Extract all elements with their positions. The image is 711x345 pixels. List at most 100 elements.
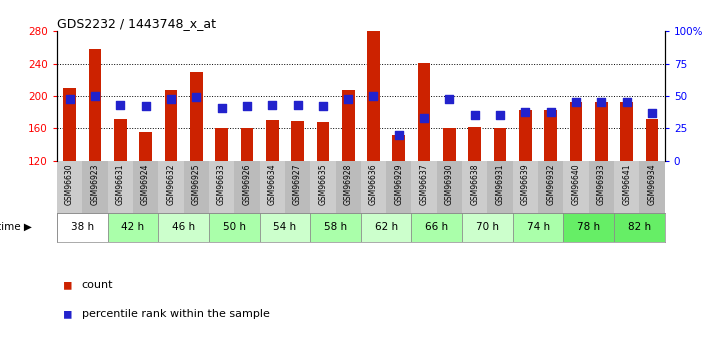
- Text: percentile rank within the sample: percentile rank within the sample: [82, 309, 269, 319]
- Point: [292, 102, 303, 108]
- Bar: [570, 102, 582, 161]
- Point: [140, 104, 151, 109]
- Bar: [159, 213, 209, 242]
- Bar: [63, 88, 76, 161]
- Text: GSM96637: GSM96637: [419, 164, 429, 205]
- Bar: [190, 72, 203, 161]
- Text: 54 h: 54 h: [273, 222, 296, 232]
- Bar: [107, 161, 133, 213]
- Bar: [260, 161, 285, 213]
- Bar: [336, 161, 361, 213]
- Bar: [513, 213, 564, 242]
- Point: [469, 113, 481, 118]
- Bar: [646, 119, 658, 161]
- Bar: [589, 161, 614, 213]
- Text: GSM96639: GSM96639: [521, 164, 530, 205]
- Text: 78 h: 78 h: [577, 222, 600, 232]
- Bar: [139, 132, 152, 161]
- Bar: [215, 128, 228, 161]
- Text: ■: ■: [64, 278, 79, 291]
- Bar: [361, 161, 386, 213]
- Bar: [266, 120, 279, 161]
- Text: GSM96932: GSM96932: [546, 164, 555, 205]
- Bar: [292, 121, 304, 161]
- Bar: [107, 213, 159, 242]
- Text: 42 h: 42 h: [122, 222, 144, 232]
- Bar: [639, 161, 665, 213]
- Bar: [621, 102, 633, 161]
- Bar: [342, 89, 355, 161]
- Bar: [361, 213, 412, 242]
- Text: count: count: [82, 280, 113, 289]
- Bar: [285, 161, 310, 213]
- Bar: [595, 102, 608, 161]
- Text: time ▶: time ▶: [0, 222, 31, 232]
- Bar: [89, 49, 101, 161]
- Point: [343, 96, 354, 101]
- Bar: [614, 213, 665, 242]
- Point: [317, 104, 328, 109]
- Point: [114, 102, 126, 108]
- Bar: [164, 90, 177, 161]
- Point: [368, 93, 379, 99]
- Text: 38 h: 38 h: [70, 222, 94, 232]
- Bar: [316, 122, 329, 161]
- Text: GSM96927: GSM96927: [293, 164, 302, 205]
- Text: 58 h: 58 h: [324, 222, 347, 232]
- Text: GSM96929: GSM96929: [395, 164, 403, 205]
- Bar: [57, 161, 82, 213]
- Text: GSM96640: GSM96640: [572, 164, 581, 205]
- Text: 74 h: 74 h: [527, 222, 550, 232]
- Text: 62 h: 62 h: [375, 222, 397, 232]
- Point: [191, 95, 202, 100]
- Text: GSM96934: GSM96934: [648, 164, 657, 205]
- Text: GSM96632: GSM96632: [166, 164, 176, 205]
- Text: GSM96931: GSM96931: [496, 164, 505, 205]
- Point: [64, 96, 75, 101]
- Text: GSM96926: GSM96926: [242, 164, 252, 205]
- Text: GSM96630: GSM96630: [65, 164, 74, 205]
- Bar: [418, 63, 430, 161]
- Bar: [82, 161, 107, 213]
- Bar: [538, 161, 564, 213]
- Point: [393, 132, 405, 138]
- Bar: [310, 161, 336, 213]
- Text: ■: ■: [64, 307, 79, 321]
- Text: GSM96638: GSM96638: [470, 164, 479, 205]
- Bar: [519, 110, 532, 161]
- Text: GSM96633: GSM96633: [217, 164, 226, 205]
- Bar: [159, 161, 183, 213]
- Text: GSM96925: GSM96925: [192, 164, 201, 205]
- Text: GSM96634: GSM96634: [267, 164, 277, 205]
- Point: [89, 93, 100, 99]
- Bar: [386, 161, 412, 213]
- Bar: [183, 161, 209, 213]
- Bar: [545, 110, 557, 161]
- Bar: [469, 127, 481, 161]
- Point: [444, 96, 455, 101]
- Text: GDS2232 / 1443748_x_at: GDS2232 / 1443748_x_at: [57, 17, 216, 30]
- Bar: [488, 161, 513, 213]
- Bar: [563, 213, 614, 242]
- Point: [241, 104, 252, 109]
- Bar: [310, 213, 361, 242]
- Point: [621, 100, 633, 105]
- Text: GSM96933: GSM96933: [597, 164, 606, 205]
- Bar: [494, 128, 506, 161]
- Text: GSM96635: GSM96635: [319, 164, 327, 205]
- Text: 66 h: 66 h: [425, 222, 449, 232]
- Point: [216, 105, 228, 110]
- Bar: [462, 161, 488, 213]
- Point: [267, 102, 278, 108]
- Text: 70 h: 70 h: [476, 222, 499, 232]
- Bar: [209, 213, 260, 242]
- Point: [570, 100, 582, 105]
- Bar: [57, 213, 107, 242]
- Point: [545, 109, 557, 114]
- Bar: [392, 135, 405, 161]
- Bar: [234, 161, 260, 213]
- Point: [596, 100, 607, 105]
- Text: GSM96631: GSM96631: [116, 164, 124, 205]
- Bar: [443, 128, 456, 161]
- Point: [646, 110, 658, 116]
